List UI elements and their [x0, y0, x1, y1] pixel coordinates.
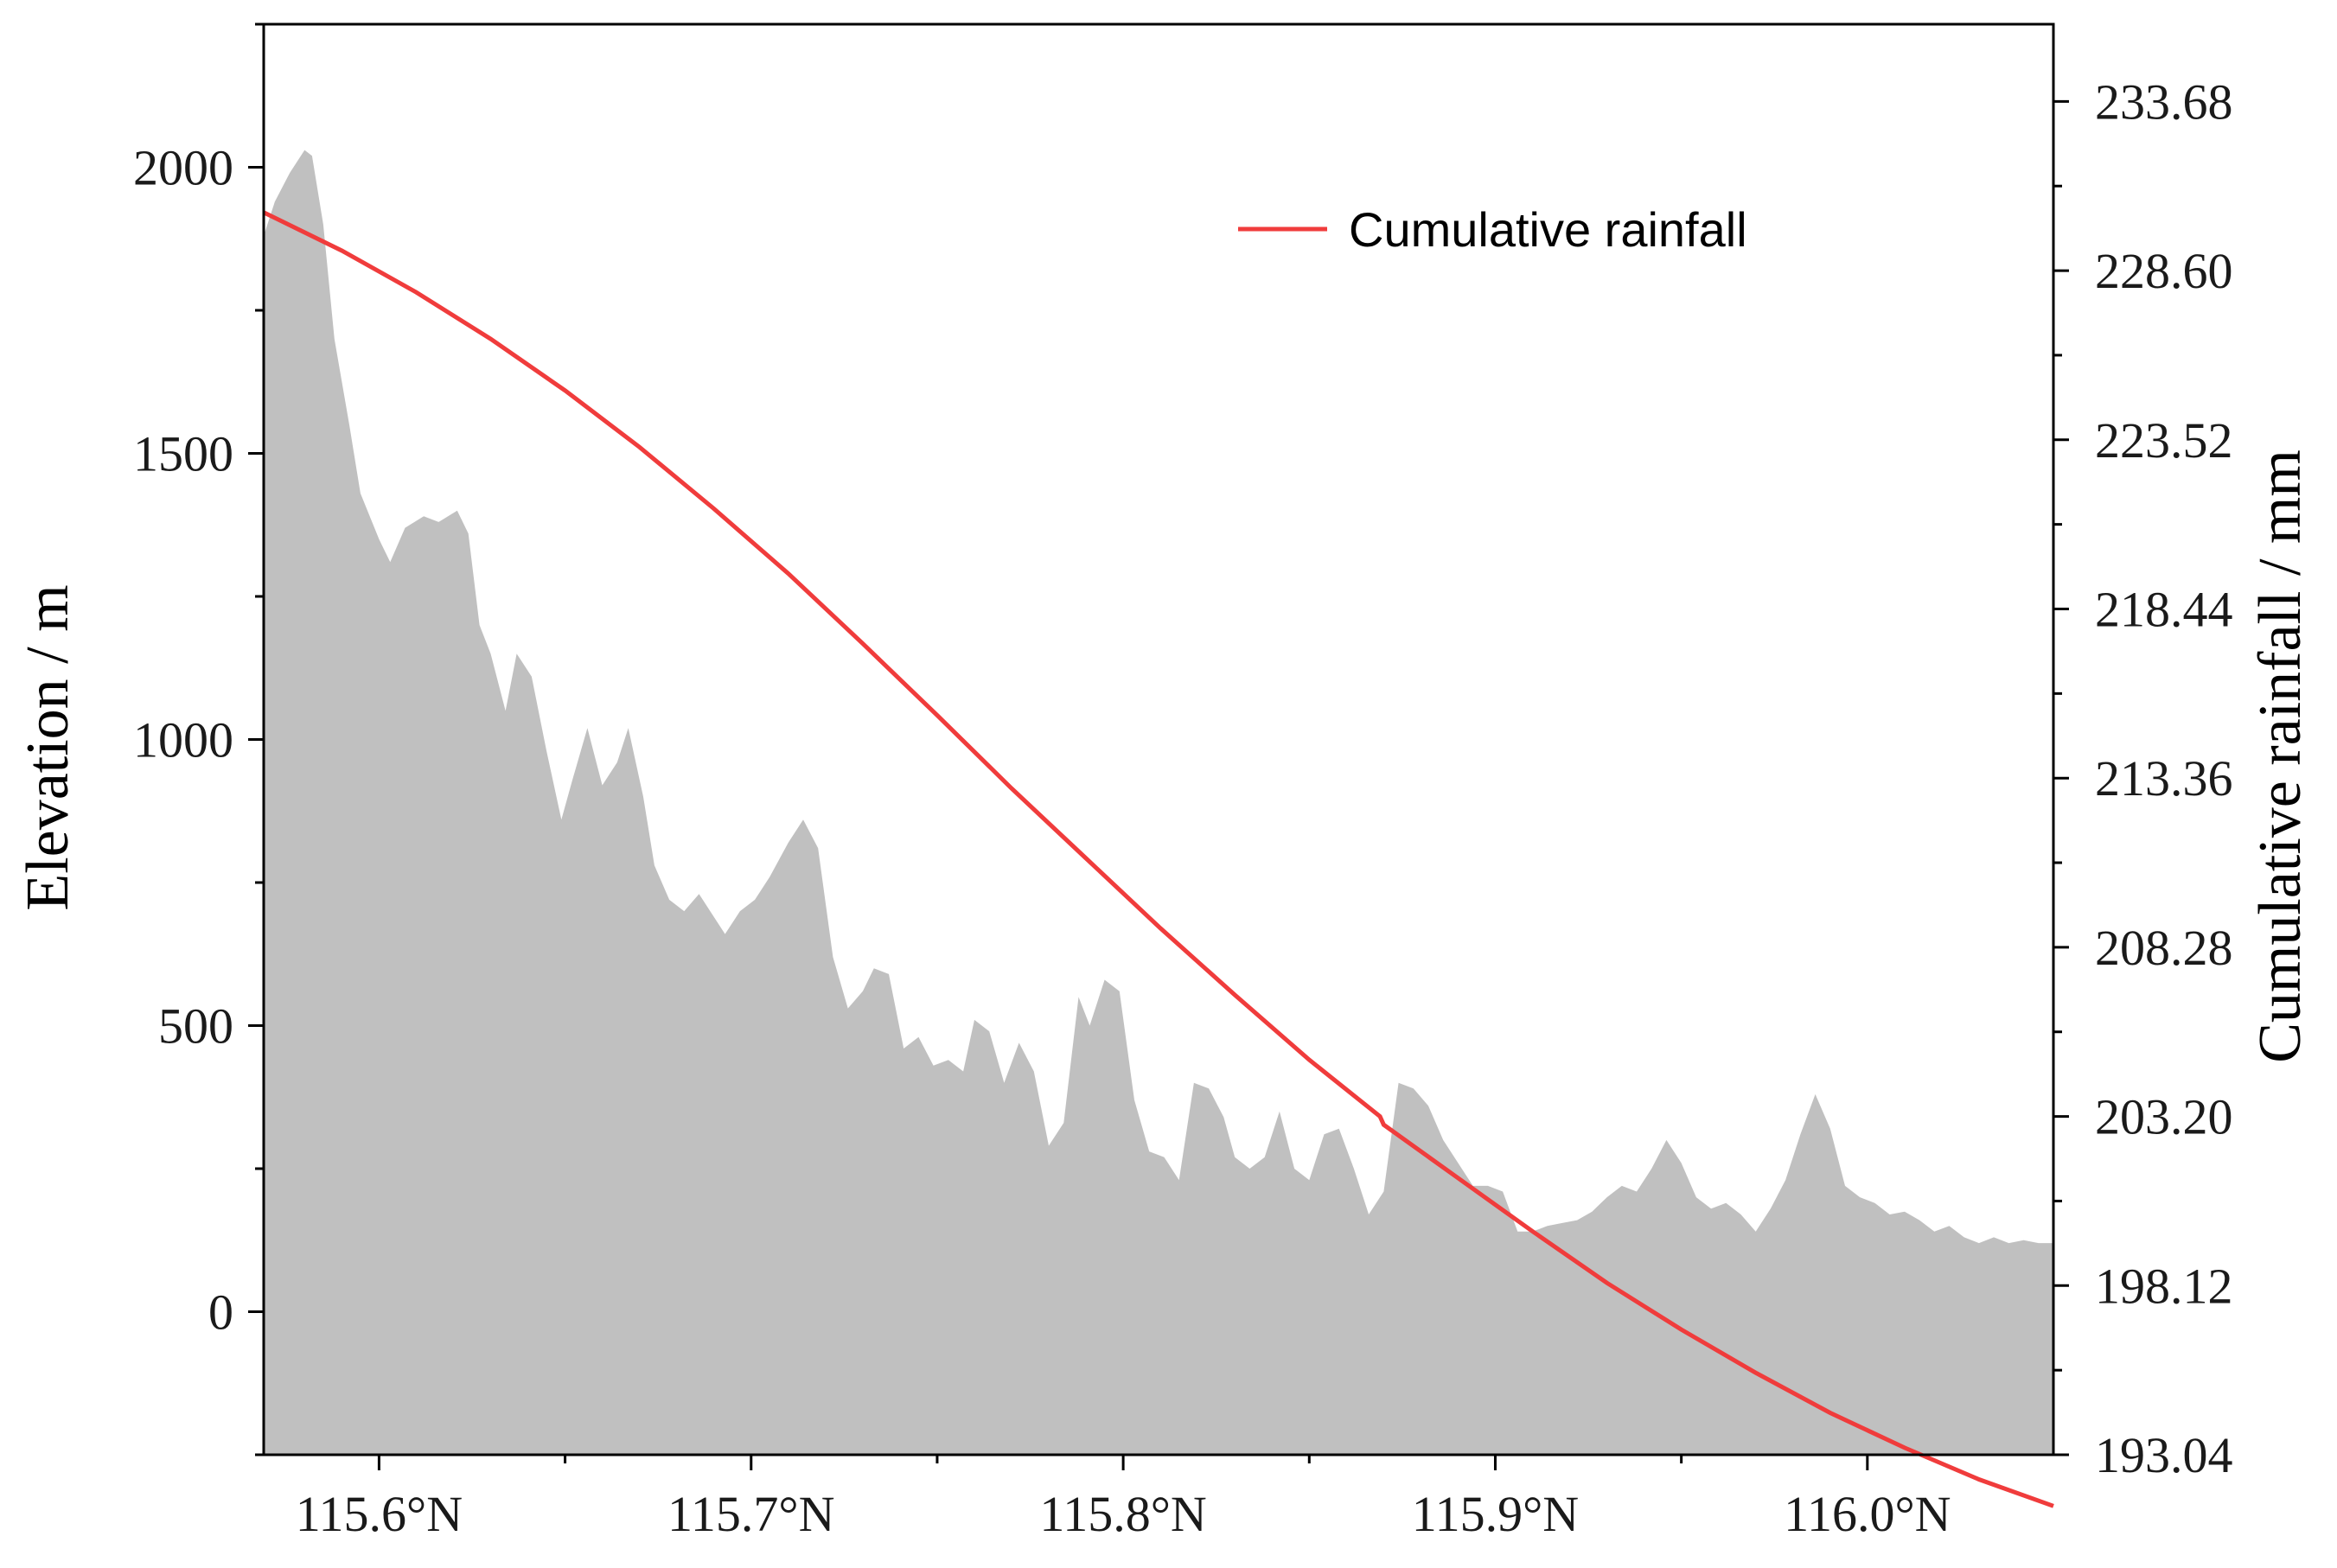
- y-right-tick-label: 233.68: [2095, 73, 2233, 130]
- x-tick-label: 116.0°N: [1784, 1486, 1951, 1542]
- y-left-tick-label: 500: [158, 998, 233, 1055]
- axis-ticks: [248, 22, 2069, 1470]
- y-left-tick-label: 1500: [133, 426, 233, 482]
- legend-label: Cumulative rainfall: [1349, 202, 1747, 257]
- y-right-tick-label: 203.20: [2095, 1089, 2233, 1145]
- y-right-tick-label: 228.60: [2095, 243, 2233, 299]
- y-left-tick-label: 2000: [133, 140, 233, 196]
- axis-tick-labels: 115.6°N 115.7°N 115.8°N 115.9°N 116.0°N 0 500 1…: [133, 73, 2233, 1542]
- y-left-tick-label: 0: [208, 1284, 233, 1341]
- plot-area: [262, 150, 2054, 1508]
- x-tick-label: 115.7°N: [667, 1486, 834, 1542]
- left-axis-title: Elevation / m: [15, 584, 81, 910]
- right-axis-title: Cumulative rainfall / mm: [2247, 449, 2314, 1063]
- y-left-tick-label: 1000: [133, 712, 233, 768]
- y-right-tick-label: 208.28: [2095, 920, 2233, 976]
- elevation-area: [264, 150, 2053, 1456]
- x-tick-label: 115.6°N: [296, 1486, 463, 1542]
- legend: Cumulative rainfall: [1238, 202, 1747, 257]
- y-right-tick-label: 193.04: [2095, 1427, 2233, 1483]
- x-tick-label: 115.9°N: [1412, 1486, 1579, 1542]
- y-right-tick-label: 218.44: [2095, 581, 2233, 637]
- y-right-tick-label: 223.52: [2095, 412, 2233, 468]
- cumulative-rainfall-line: [262, 210, 2054, 1508]
- y-right-tick-label: 198.12: [2095, 1258, 2233, 1314]
- y-right-tick-label: 213.36: [2095, 750, 2233, 806]
- x-tick-label: 115.8°N: [1039, 1486, 1206, 1542]
